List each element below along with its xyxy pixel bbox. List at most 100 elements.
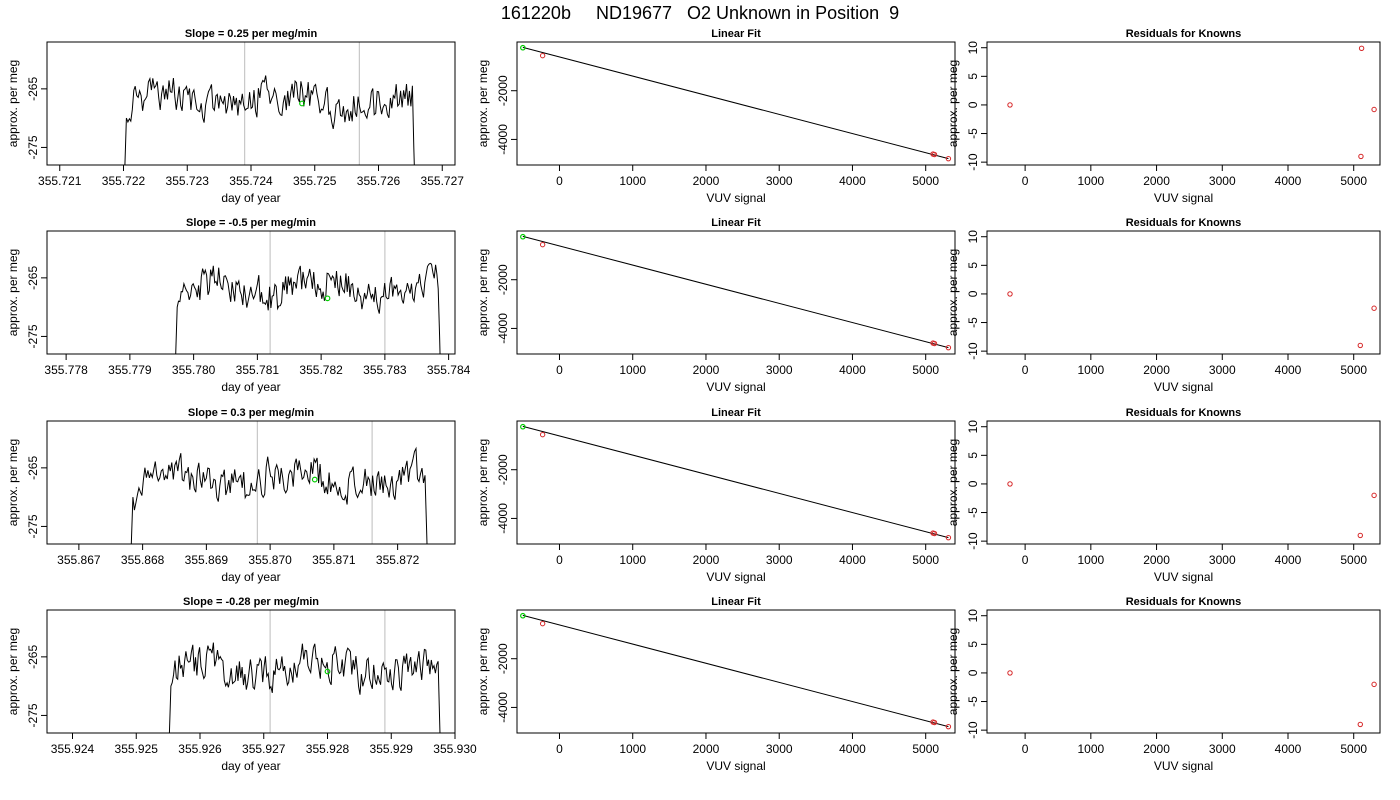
y-tick-label: 0: [966, 669, 980, 676]
plot-frame: [986, 41, 1381, 166]
chart-title: Residuals for Knowns: [1126, 217, 1242, 229]
y-tick-label: -275: [26, 135, 40, 159]
x-axis-label: VUV signal: [706, 380, 765, 394]
known-point: [539, 241, 546, 248]
x-tick-label: 4000: [1275, 553, 1302, 567]
y-axis-label: approx. per meg: [476, 249, 490, 336]
x-tick-label: 0: [556, 742, 563, 756]
unknown-point: [520, 233, 526, 240]
x-tick-label: 355.928: [306, 742, 350, 756]
y-tick-label: -265: [26, 77, 40, 101]
x-axis-label: day of year: [221, 759, 280, 773]
x-tick-label: 2000: [693, 742, 720, 756]
unknown-average-marker: [299, 100, 305, 107]
known-point: [539, 620, 546, 627]
x-tick-label: 1000: [1077, 363, 1104, 377]
x-tick-label: 2000: [693, 174, 720, 188]
y-tick-label: -4000: [496, 692, 510, 723]
x-tick-label: 2000: [1143, 742, 1170, 756]
x-tick-label: 1000: [619, 742, 646, 756]
plot-area: [1007, 605, 1377, 728]
known-point: [1359, 605, 1363, 609]
chart-title: Residuals for Knowns: [1126, 407, 1242, 419]
x-tick-label: 355.872: [376, 553, 420, 567]
x-tick-label: 1000: [619, 363, 646, 377]
known-point: [945, 155, 952, 162]
x-tick-label: 355.871: [312, 553, 356, 567]
y-axis-label: approx. per meg: [6, 249, 20, 336]
x-tick-label: 0: [556, 363, 563, 377]
y-tick-label: -5: [966, 317, 980, 328]
x-tick-label: 1000: [1077, 174, 1104, 188]
y-axis-label: approx. per meg: [476, 439, 490, 526]
known-point: [1359, 226, 1363, 230]
known-point: [1371, 492, 1377, 499]
plot-frame: [46, 420, 456, 545]
chart-panel-10: Linear Fit 0 1000 2000 3000 4000 5000 -2000 -400…: [476, 596, 956, 773]
plot-frame: [516, 609, 956, 734]
x-tick-label: 355.721: [38, 174, 82, 188]
x-tick-label: 355.724: [229, 174, 273, 188]
x-tick-label: 355.868: [121, 553, 165, 567]
plot-area: [1007, 481, 1377, 539]
x-tick-label: 355.929: [370, 742, 414, 756]
chart-title: Linear Fit: [711, 596, 761, 608]
fit-line: [522, 614, 949, 728]
plot-frame: [46, 609, 456, 734]
chart-panel-7: Linear Fit 0 1000 2000 3000 4000 5000 -2000 -400…: [476, 407, 956, 584]
unknown-point: [520, 423, 526, 430]
known-point: [1357, 532, 1363, 539]
y-tick-label: 0: [966, 480, 980, 487]
known-point: [1007, 670, 1013, 676]
unknown-average-marker: [324, 295, 331, 302]
x-tick-label: 355.870: [248, 553, 292, 567]
chart-title: Slope = -0.5 per meg/min: [186, 217, 316, 229]
chart-panel-2: Residuals for Knowns 0 1000 2000 3000 4000 500…: [946, 28, 1381, 205]
known-point: [1007, 481, 1013, 487]
plot-frame: [46, 41, 456, 166]
y-tick-label: -275: [26, 703, 40, 727]
y-tick-label: -265: [26, 266, 40, 290]
y-tick-label: 10: [966, 230, 980, 244]
plot-area: [520, 233, 952, 351]
y-tick-label: -5: [966, 696, 980, 707]
x-tick-label: 4000: [839, 363, 866, 377]
x-tick-label: 355.726: [357, 174, 401, 188]
x-tick-label: 1000: [1077, 742, 1104, 756]
known-point: [1371, 106, 1377, 113]
y-tick-label: -4000: [496, 313, 510, 344]
x-tick-label: 1000: [619, 174, 646, 188]
unknown-average-marker: [324, 668, 331, 675]
x-tick-label: 5000: [912, 553, 939, 567]
plot-area: [520, 612, 952, 730]
x-axis-label: VUV signal: [706, 759, 765, 773]
x-tick-label: 0: [1022, 553, 1029, 567]
y-tick-label: -2000: [496, 264, 510, 295]
y-axis-label: approx. per meg: [6, 628, 20, 715]
y-axis-label: approx. per meg: [946, 628, 960, 715]
plot-area: [130, 421, 428, 544]
y-tick-label: -4000: [496, 124, 510, 155]
y-axis-label: approx. per meg: [476, 60, 490, 147]
chart-panel-8: Residuals for Knowns 0 1000 2000 3000 4000 500…: [946, 407, 1381, 584]
chart-panel-1: Linear Fit 0 1000 2000 3000 4000 5000 -2000 -400…: [476, 28, 956, 205]
x-axis-label: VUV signal: [1154, 570, 1213, 584]
y-axis-label: approx. per meg: [6, 439, 20, 526]
x-tick-label: 3000: [766, 553, 793, 567]
x-tick-label: 3000: [766, 742, 793, 756]
chart-panel-11: Residuals for Knowns 0 1000 2000 3000 4000 500…: [946, 596, 1381, 773]
plot-frame: [516, 230, 956, 355]
plot-area: [1007, 226, 1377, 349]
x-tick-label: 355.780: [172, 363, 216, 377]
x-tick-label: 3000: [1209, 363, 1236, 377]
x-tick-label: 1000: [619, 553, 646, 567]
y-tick-label: 0: [966, 101, 980, 108]
y-tick-label: 10: [966, 41, 980, 55]
x-tick-label: 5000: [1340, 742, 1367, 756]
x-tick-label: 3000: [1209, 553, 1236, 567]
y-axis-label: approx. per meg: [946, 249, 960, 336]
fit-line: [522, 235, 949, 349]
y-tick-label: -10: [966, 153, 980, 171]
y-tick-label: 10: [966, 420, 980, 434]
